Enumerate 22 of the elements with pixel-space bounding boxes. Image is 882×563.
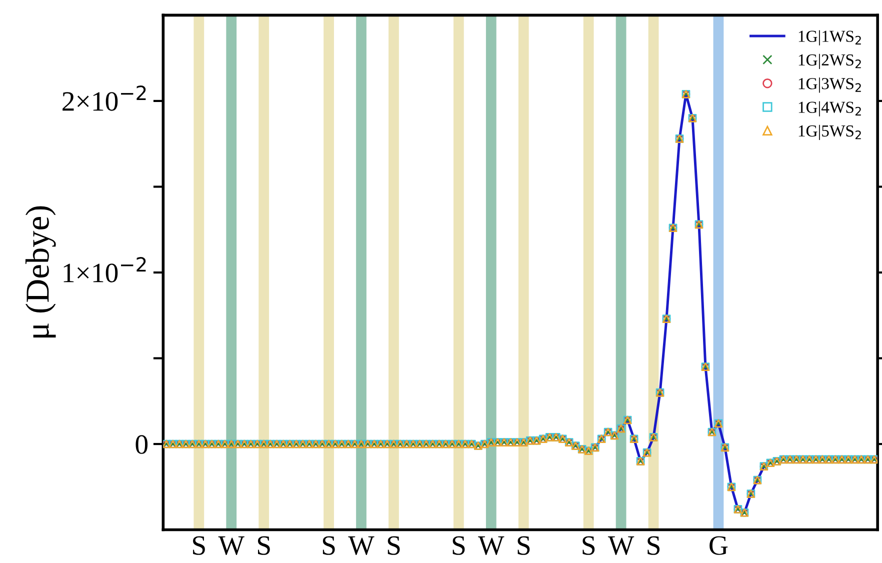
- y-tick-label: 0: [136, 435, 148, 454]
- x-tick-label: W: [478, 536, 504, 556]
- x-tick-label: S: [388, 536, 400, 555]
- x-tick-label: G: [710, 536, 728, 555]
- legend-label: 1G|1WS$_{2}$: [798, 30, 861, 46]
- x-tick-label: S: [322, 536, 335, 555]
- legend-label: 1G|5WS$_{2}$: [798, 124, 861, 140]
- legend-label: 1G|3WS$_{2}$: [798, 78, 861, 93]
- x-tick-label: S: [193, 536, 205, 555]
- x-tick-label: S: [648, 536, 660, 555]
- legend-label: 1G|2WS$_{2}$: [798, 54, 861, 70]
- x-tick-label: S: [518, 536, 530, 555]
- y-tick-label: 1×10$^{−2}$: [64, 257, 146, 282]
- x-tick-label: W: [348, 536, 374, 556]
- legend-label: 1G|4WS$_{2}$: [798, 101, 861, 116]
- y-axis-title: μ (Debye): [25, 206, 56, 338]
- x-tick-label: S: [582, 536, 595, 555]
- x-tick-label: W: [218, 536, 244, 556]
- x-tick-label: S: [452, 536, 465, 555]
- x-tick-label: W: [608, 536, 634, 556]
- x-tick-label: S: [258, 536, 270, 555]
- y-tick-label: 2×10$^{−2}$: [62, 86, 146, 111]
